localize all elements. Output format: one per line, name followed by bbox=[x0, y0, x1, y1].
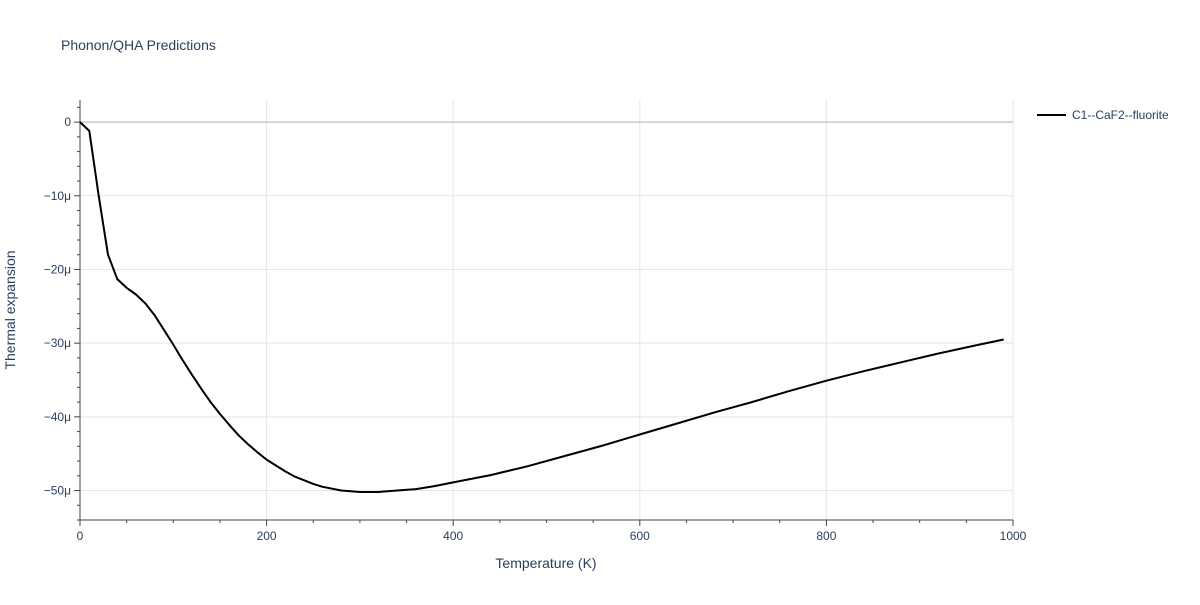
x-tick-label: 0 bbox=[77, 529, 84, 543]
x-tick-label: 400 bbox=[443, 529, 463, 543]
y-tick-label: −20μ bbox=[44, 262, 71, 276]
series-line[interactable] bbox=[79, 121, 1004, 493]
y-tick-label: −50μ bbox=[44, 484, 71, 498]
axes: 0 200 400 600 800 1000 0 −10μ −20μ −30μ −40μ −50μ bbox=[44, 100, 1027, 543]
y-axis-title: Thermal expansion bbox=[2, 250, 18, 369]
y-tick-label: 0 bbox=[64, 115, 71, 129]
y-tick-label: −30μ bbox=[44, 336, 71, 350]
x-tick-label: 600 bbox=[630, 529, 650, 543]
grid bbox=[80, 100, 1014, 520]
legend[interactable]: C1--CaF2--fluorite bbox=[1037, 108, 1169, 122]
y-tick-label: −10μ bbox=[44, 189, 71, 203]
chart-title: Phonon/QHA Predictions bbox=[61, 37, 216, 53]
series-layer bbox=[79, 121, 1004, 493]
x-axis-title: Temperature (K) bbox=[495, 555, 596, 571]
legend-label: C1--CaF2--fluorite bbox=[1072, 108, 1169, 122]
x-tick-label: 800 bbox=[816, 529, 836, 543]
x-tick-label: 1000 bbox=[1000, 529, 1027, 543]
x-tick-label: 200 bbox=[257, 529, 277, 543]
y-tick-label: −40μ bbox=[44, 410, 71, 424]
